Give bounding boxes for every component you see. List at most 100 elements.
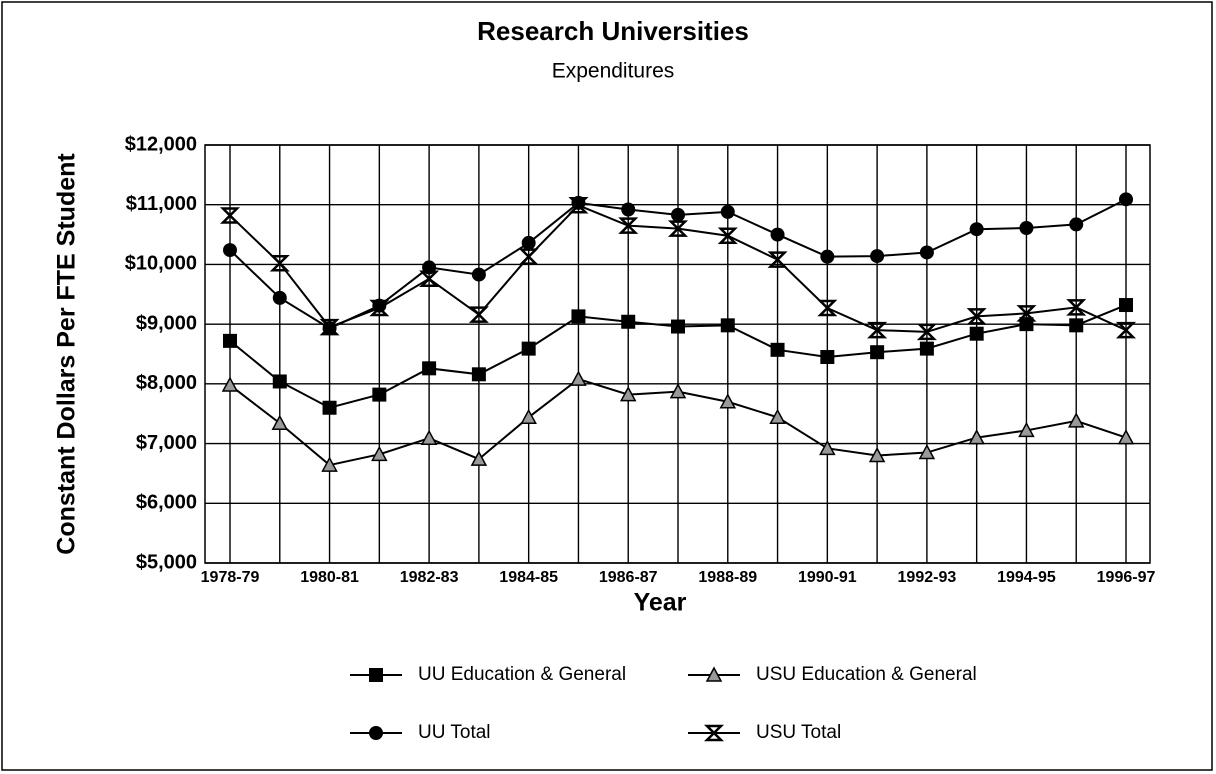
x-axis-label: Year bbox=[634, 589, 687, 617]
marker bbox=[420, 429, 438, 445]
x-tick-label: 1982-83 bbox=[400, 569, 459, 586]
marker bbox=[568, 197, 589, 214]
marker bbox=[1067, 412, 1085, 428]
marker bbox=[870, 249, 885, 264]
marker bbox=[820, 249, 835, 264]
legend-label: USU Education & General bbox=[756, 664, 977, 685]
marker bbox=[870, 345, 885, 360]
marker bbox=[618, 217, 639, 234]
marker bbox=[470, 450, 488, 466]
marker bbox=[969, 326, 984, 341]
marker bbox=[667, 220, 689, 237]
marker bbox=[819, 439, 836, 456]
marker bbox=[372, 387, 387, 402]
marker bbox=[671, 319, 685, 334]
x-tick-label: 1994-95 bbox=[997, 569, 1056, 586]
marker bbox=[223, 243, 237, 258]
marker bbox=[272, 290, 287, 305]
x-tick-label: 1988-89 bbox=[698, 569, 757, 586]
marker bbox=[770, 342, 785, 357]
marker bbox=[717, 227, 738, 245]
y-tick-label: $6,000 bbox=[136, 492, 197, 514]
marker bbox=[521, 235, 536, 250]
marker bbox=[1069, 318, 1084, 333]
marker bbox=[1019, 221, 1034, 236]
legend-marker bbox=[369, 668, 383, 682]
marker bbox=[919, 245, 934, 260]
marker bbox=[272, 374, 287, 389]
marker bbox=[1069, 217, 1084, 232]
x-tick-label: 1986-87 bbox=[599, 569, 658, 586]
chart-title: Research Universities bbox=[477, 16, 749, 46]
legend-marker bbox=[703, 724, 725, 742]
marker bbox=[916, 323, 937, 341]
marker bbox=[471, 267, 486, 282]
marker bbox=[820, 349, 835, 364]
marker bbox=[1115, 321, 1137, 339]
marker bbox=[219, 207, 241, 224]
legend-marker bbox=[705, 666, 723, 682]
y-tick-label: $10,000 bbox=[125, 253, 197, 275]
y-tick-label: $7,000 bbox=[136, 432, 197, 454]
y-tick-label: $12,000 bbox=[125, 133, 197, 155]
legend-marker bbox=[369, 726, 383, 740]
marker bbox=[769, 408, 786, 425]
chart-subtitle: Expenditures bbox=[552, 60, 675, 83]
marker bbox=[621, 314, 636, 329]
legend-label: UU Education & General bbox=[418, 664, 626, 685]
marker bbox=[371, 445, 388, 462]
marker bbox=[419, 270, 440, 288]
marker bbox=[669, 383, 687, 399]
y-tick-label: $9,000 bbox=[136, 312, 197, 334]
marker bbox=[919, 341, 934, 356]
marker bbox=[719, 393, 737, 409]
marker bbox=[518, 248, 539, 265]
x-tick-label: 1996-97 bbox=[1097, 569, 1156, 586]
marker bbox=[269, 254, 290, 272]
marker bbox=[1119, 192, 1133, 207]
marker bbox=[570, 370, 587, 386]
marker bbox=[1066, 299, 1087, 316]
x-tick-label: 1990-91 bbox=[798, 569, 857, 586]
marker bbox=[966, 308, 987, 325]
y-tick-label: $11,000 bbox=[126, 193, 197, 215]
marker bbox=[321, 456, 338, 472]
marker bbox=[868, 446, 886, 463]
marker bbox=[1018, 421, 1035, 438]
marker bbox=[619, 386, 637, 402]
marker bbox=[817, 299, 838, 317]
marker bbox=[918, 443, 936, 460]
legend-label: UU Total bbox=[418, 722, 491, 743]
marker bbox=[221, 376, 239, 392]
y-tick-label: $5,000 bbox=[136, 551, 197, 573]
marker bbox=[521, 341, 536, 356]
marker bbox=[621, 202, 636, 217]
x-tick-label: 1980-81 bbox=[300, 569, 359, 586]
marker bbox=[319, 318, 340, 336]
marker bbox=[720, 318, 735, 333]
marker bbox=[720, 204, 735, 219]
marker bbox=[571, 309, 586, 324]
x-tick-label: 1984-85 bbox=[499, 569, 558, 586]
y-tick-label: $8,000 bbox=[136, 372, 197, 394]
x-tick-label: 1978-79 bbox=[201, 569, 260, 586]
marker bbox=[422, 361, 437, 376]
marker bbox=[1016, 305, 1037, 322]
marker bbox=[223, 333, 237, 348]
marker bbox=[271, 414, 289, 431]
marker bbox=[969, 222, 984, 237]
marker bbox=[867, 321, 888, 339]
marker bbox=[471, 367, 486, 382]
marker bbox=[770, 227, 785, 242]
marker bbox=[520, 408, 537, 425]
marker bbox=[322, 400, 337, 415]
marker bbox=[767, 251, 788, 268]
marker bbox=[1119, 298, 1133, 313]
marker bbox=[369, 299, 390, 317]
marker bbox=[1117, 429, 1135, 445]
marker bbox=[968, 429, 985, 445]
legend-label: USU Total bbox=[756, 722, 841, 743]
marker bbox=[468, 306, 489, 323]
